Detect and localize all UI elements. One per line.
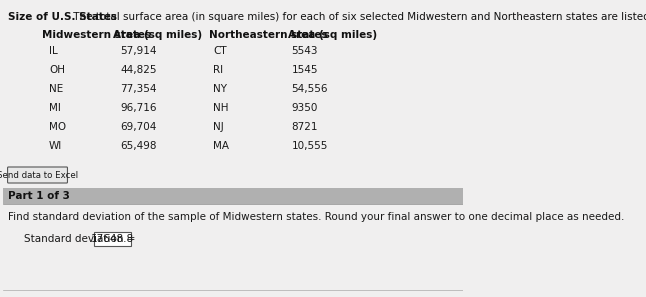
Text: WI: WI bbox=[49, 141, 62, 151]
FancyBboxPatch shape bbox=[8, 167, 67, 183]
Text: 77,354: 77,354 bbox=[120, 84, 157, 94]
Text: MO: MO bbox=[49, 122, 66, 132]
Text: 10,555: 10,555 bbox=[291, 141, 328, 151]
Text: Midwestern states: Midwestern states bbox=[42, 30, 151, 40]
Text: 1545: 1545 bbox=[291, 65, 318, 75]
Text: 17648.8: 17648.8 bbox=[91, 234, 134, 244]
Text: NJ: NJ bbox=[213, 122, 224, 132]
Bar bbox=[3, 188, 463, 204]
Text: MI: MI bbox=[49, 103, 61, 113]
Text: NY: NY bbox=[213, 84, 227, 94]
Text: RI: RI bbox=[213, 65, 223, 75]
Text: 57,914: 57,914 bbox=[120, 46, 157, 56]
Bar bbox=[94, 232, 131, 246]
Text: OH: OH bbox=[49, 65, 65, 75]
Text: MA: MA bbox=[213, 141, 229, 151]
Text: Send data to Excel: Send data to Excel bbox=[0, 170, 78, 179]
Text: 5543: 5543 bbox=[291, 46, 318, 56]
Text: CT: CT bbox=[213, 46, 227, 56]
Text: NH: NH bbox=[213, 103, 229, 113]
Text: 65,498: 65,498 bbox=[120, 141, 157, 151]
Text: Size of U.S. States: Size of U.S. States bbox=[8, 12, 118, 22]
Text: IL: IL bbox=[49, 46, 57, 56]
Text: The total surface area (in square miles) for each of six selected Midwestern and: The total surface area (in square miles)… bbox=[70, 12, 646, 22]
Text: 69,704: 69,704 bbox=[120, 122, 156, 132]
Text: NE: NE bbox=[49, 84, 63, 94]
Text: 8721: 8721 bbox=[291, 122, 318, 132]
Text: Area (sq miles): Area (sq miles) bbox=[113, 30, 202, 40]
Text: Part 1 of 3: Part 1 of 3 bbox=[8, 191, 70, 201]
Text: 44,825: 44,825 bbox=[120, 65, 157, 75]
Text: 9350: 9350 bbox=[291, 103, 318, 113]
Text: 96,716: 96,716 bbox=[120, 103, 157, 113]
Text: Area (sq miles): Area (sq miles) bbox=[287, 30, 377, 40]
Text: 54,556: 54,556 bbox=[291, 84, 328, 94]
Text: Find standard deviation of the sample of Midwestern states. Round your final ans: Find standard deviation of the sample of… bbox=[8, 212, 625, 222]
Text: Northeastern states: Northeastern states bbox=[209, 30, 328, 40]
Text: Standard deviation =: Standard deviation = bbox=[24, 234, 136, 244]
